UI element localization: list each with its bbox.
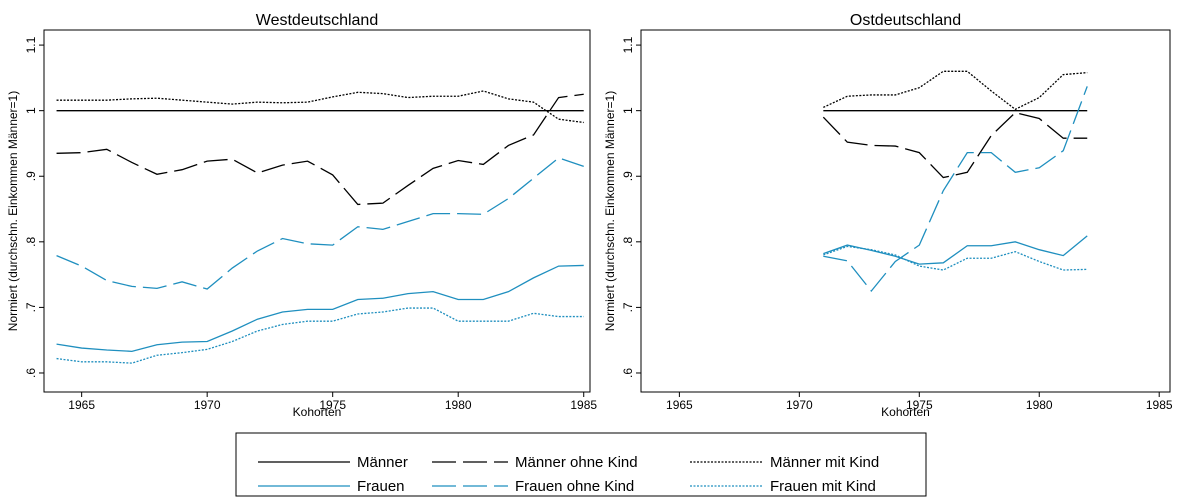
y-tick-label: .7	[24, 302, 38, 312]
series-line	[56, 307, 584, 364]
legend-label: Frauen	[357, 478, 405, 495]
series-line	[56, 264, 584, 352]
legend-label: Männer ohne Kind	[515, 454, 638, 471]
y-tick-label: 1.1	[24, 36, 38, 53]
y-tick-label: .6	[621, 368, 635, 378]
series-line	[56, 157, 584, 290]
y-tick-label: .6	[24, 368, 38, 378]
x-axis-label: Kohorten	[881, 405, 930, 419]
x-tick-label: 1970	[194, 398, 221, 412]
legend-label: Männer mit Kind	[770, 454, 879, 471]
y-tick-label: .9	[24, 171, 38, 181]
series-line	[56, 90, 584, 124]
x-tick-label: 1985	[570, 398, 597, 412]
chart-title: Ostdeutschland	[850, 12, 961, 29]
x-tick-label: 1965	[666, 398, 693, 412]
x-tick-label: 1975	[906, 398, 933, 412]
series-line	[822, 111, 1088, 179]
legend-label: Frauen ohne Kind	[515, 478, 634, 495]
legend-label: Frauen mit Kind	[770, 478, 876, 495]
y-tick-label: 1	[24, 107, 38, 114]
x-tick-label: 1980	[1026, 398, 1053, 412]
legend-box	[235, 432, 927, 497]
y-tick-label: 1.1	[621, 36, 635, 53]
legend-label: Männer	[357, 454, 408, 471]
y-axis-label: Normiert (durchschn. Einkommen Männer=1)	[603, 91, 617, 331]
y-tick-label: .8	[24, 236, 38, 246]
series-line	[823, 235, 1088, 265]
series-line	[823, 245, 1088, 271]
chart-title: Westdeutschland	[256, 12, 378, 29]
y-tick-label: 1	[621, 107, 635, 114]
x-tick-label: 1970	[786, 398, 813, 412]
y-axis-label: Normiert (durchschn. Einkommen Männer=1)	[6, 91, 20, 331]
y-tick-label: .9	[621, 171, 635, 181]
x-axis-label: Kohorten	[293, 405, 342, 419]
series-line	[823, 70, 1088, 111]
plot-frame	[43, 29, 591, 393]
y-tick-label: .7	[621, 302, 635, 312]
x-tick-label: 1965	[68, 398, 95, 412]
y-tick-label: .8	[621, 236, 635, 246]
series-line	[56, 93, 584, 206]
x-tick-label: 1980	[445, 398, 472, 412]
plot-frame	[640, 29, 1171, 393]
x-tick-label: 1975	[319, 398, 346, 412]
series-line	[823, 86, 1088, 293]
x-tick-label: 1985	[1146, 398, 1173, 412]
